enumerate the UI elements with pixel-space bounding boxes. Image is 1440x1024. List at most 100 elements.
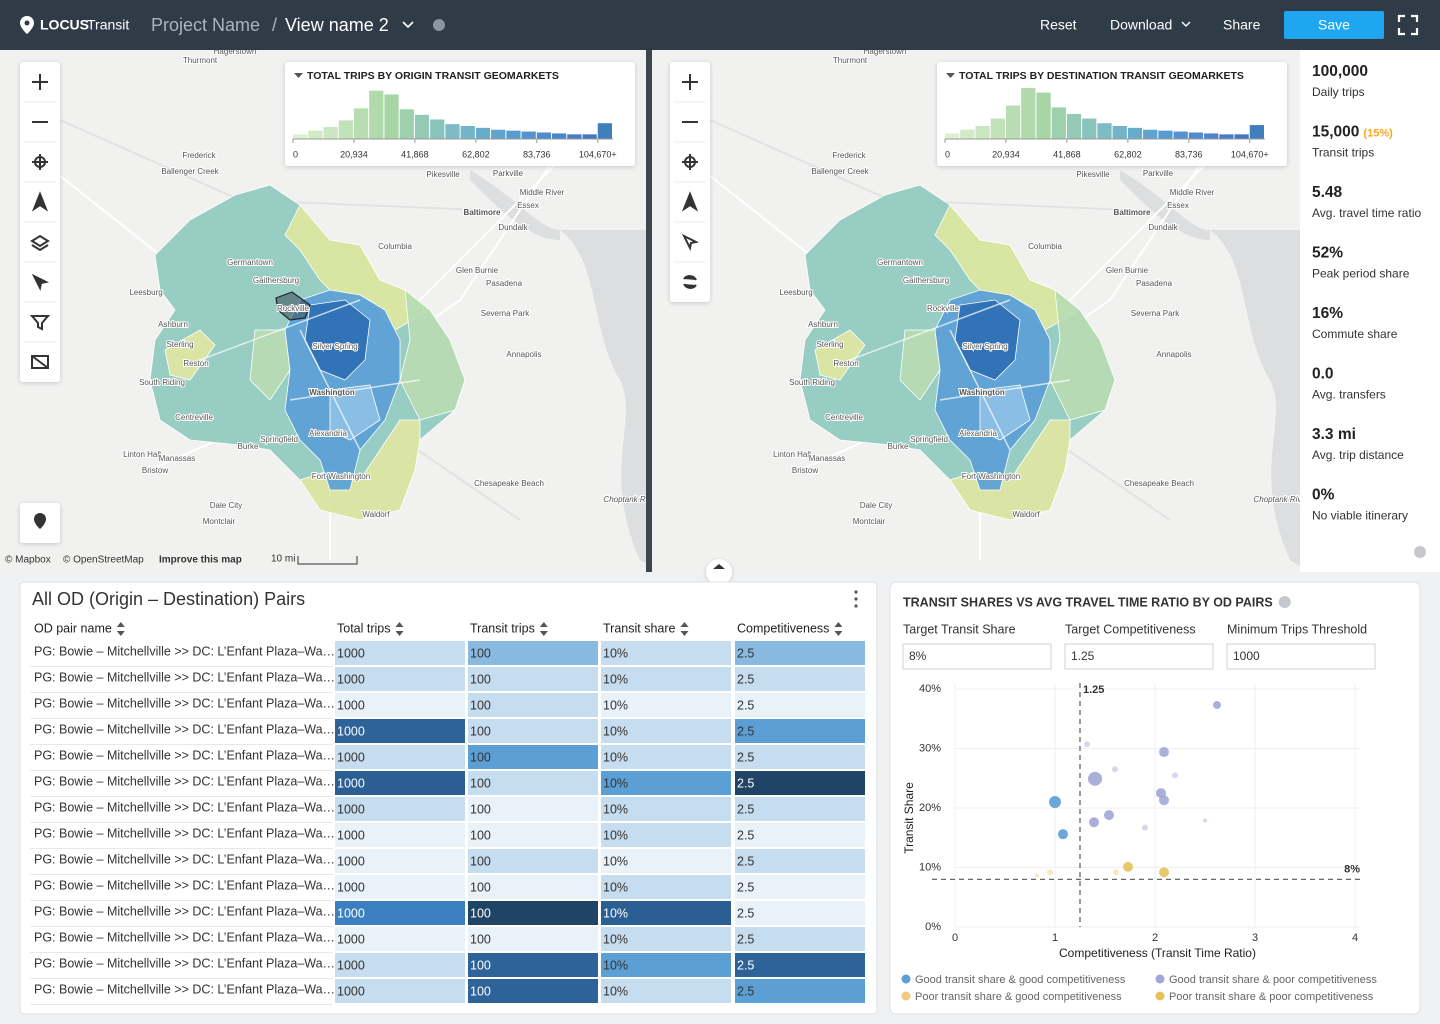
map-tool-button[interactable] xyxy=(31,191,49,212)
kpi-value: 16% xyxy=(1312,305,1343,322)
legend-label[interactable]: Poor transit share & poor competitivenes… xyxy=(1169,991,1374,1003)
cell-value: 1000 xyxy=(337,828,365,842)
map-label: Ashburn xyxy=(808,320,838,329)
od-pair-name[interactable]: PG: Bowie – Mitchellville >> DC: L’Enfan… xyxy=(34,982,335,996)
menu-dot[interactable] xyxy=(854,590,858,594)
scatter-point[interactable] xyxy=(1112,766,1118,773)
header-button[interactable]: Reset xyxy=(1040,17,1077,33)
map-tool-button[interactable] xyxy=(31,355,49,369)
scatter-point[interactable] xyxy=(1035,873,1039,878)
od-pair-name[interactable]: PG: Bowie – Mitchellville >> DC: L’Enfan… xyxy=(34,852,335,866)
menu-dot[interactable] xyxy=(854,604,858,608)
column-header[interactable]: Total trips xyxy=(337,621,391,635)
od-pair-name[interactable]: PG: Bowie – Mitchellville >> DC: L’Enfan… xyxy=(34,670,335,684)
menu-dot[interactable] xyxy=(854,597,858,601)
selected-geomarket[interactable] xyxy=(275,291,311,321)
cell-value: 10% xyxy=(603,880,628,894)
x-tick-label: 1 xyxy=(1052,932,1058,944)
scatter-point[interactable] xyxy=(1058,829,1068,840)
filter-input[interactable] xyxy=(902,643,1052,670)
sort-icon[interactable] xyxy=(395,622,404,636)
legend-label[interactable]: Poor transit share & good competitivenes… xyxy=(915,991,1122,1003)
collapse-arrow[interactable] xyxy=(946,73,955,78)
scatter-point[interactable] xyxy=(1159,747,1169,758)
map-tool-button[interactable] xyxy=(683,275,697,289)
scatter-point[interactable] xyxy=(1159,795,1169,806)
histogram-bar xyxy=(475,127,491,139)
od-pair-name[interactable]: PG: Bowie – Mitchellville >> DC: L’Enfan… xyxy=(34,722,335,736)
scatter-point[interactable] xyxy=(1203,818,1207,823)
column-header[interactable]: Transit share xyxy=(603,621,676,635)
cell-value: 100 xyxy=(470,958,491,972)
sort-icon[interactable] xyxy=(539,622,548,636)
scatter-point[interactable] xyxy=(1104,810,1114,821)
od-pair-name[interactable]: PG: Bowie – Mitchellville >> DC: L’Enfan… xyxy=(34,878,335,892)
scatter-point[interactable] xyxy=(1084,741,1090,748)
scatter-point[interactable] xyxy=(1049,796,1061,809)
od-pair-name[interactable]: PG: Bowie – Mitchellville >> DC: L’Enfan… xyxy=(34,904,335,918)
od-pair-name[interactable]: PG: Bowie – Mitchellville >> DC: L’Enfan… xyxy=(34,800,335,814)
od-pair-name[interactable]: PG: Bowie – Mitchellville >> DC: L’Enfan… xyxy=(34,644,335,658)
legend-swatch[interactable] xyxy=(1155,974,1165,984)
sort-icon[interactable] xyxy=(680,622,689,636)
info-icon[interactable] xyxy=(433,19,445,31)
column-header[interactable]: Transit trips xyxy=(470,621,535,635)
header-button[interactable]: Download xyxy=(1110,17,1172,33)
locate-icon[interactable] xyxy=(684,156,696,168)
od-pair-name[interactable]: PG: Bowie – Mitchellville >> DC: L’Enfan… xyxy=(34,826,335,840)
scatter-point[interactable] xyxy=(1047,869,1053,876)
scatter-point[interactable] xyxy=(1123,861,1133,872)
legend-label[interactable]: Good transit share & poor competitivenes… xyxy=(1169,974,1377,986)
collapse-arrow[interactable] xyxy=(294,73,303,78)
panel-toggle[interactable] xyxy=(706,559,732,585)
attribution-link[interactable]: Improve this map xyxy=(159,555,242,566)
logo-pin-dot xyxy=(24,20,30,26)
scatter-point[interactable] xyxy=(1213,701,1221,710)
map-tool-button[interactable] xyxy=(681,233,700,252)
map-tool-button[interactable] xyxy=(31,273,50,292)
scatter-point[interactable] xyxy=(1088,771,1102,786)
od-pair-name[interactable]: PG: Bowie – Mitchellville >> DC: L’Enfan… xyxy=(34,748,335,762)
project-name[interactable]: Project Name xyxy=(151,15,260,35)
locate-icon[interactable] xyxy=(34,156,46,168)
map-tool-button[interactable] xyxy=(32,74,48,90)
view-name[interactable]: View name 2 xyxy=(285,15,389,35)
legend-swatch[interactable] xyxy=(901,991,911,1001)
map-tool-button[interactable] xyxy=(682,74,698,90)
od-pair-name[interactable]: PG: Bowie – Mitchellville >> DC: L’Enfan… xyxy=(34,956,335,970)
legend-label[interactable]: Good transit share & good competitivenes… xyxy=(915,974,1126,986)
save-label[interactable]: Save xyxy=(1318,17,1350,33)
filter-value[interactable]: 1000 xyxy=(1233,649,1260,663)
map-tool-button[interactable] xyxy=(29,315,51,331)
filter-input[interactable] xyxy=(1226,643,1376,670)
filter-input[interactable] xyxy=(1064,643,1214,670)
sort-icon[interactable] xyxy=(116,622,125,636)
sort-icon[interactable] xyxy=(834,622,843,636)
filter-value[interactable]: 1.25 xyxy=(1071,649,1095,663)
map-tool-button[interactable] xyxy=(681,191,699,212)
scatter-point[interactable] xyxy=(1113,869,1119,876)
y-tick-label: 10% xyxy=(919,861,941,873)
info-icon[interactable] xyxy=(1414,546,1426,558)
map-label: Sterling xyxy=(166,340,193,349)
cell-value: 1000 xyxy=(337,880,365,894)
od-pair-name[interactable]: PG: Bowie – Mitchellville >> DC: L’Enfan… xyxy=(34,930,335,944)
column-header[interactable]: Competitiveness xyxy=(737,621,829,635)
save-button[interactable] xyxy=(1284,11,1384,39)
scatter-point[interactable] xyxy=(1172,772,1178,779)
info-icon[interactable] xyxy=(1278,596,1291,608)
filter-value[interactable]: 8% xyxy=(909,649,927,663)
scatter-point[interactable] xyxy=(1142,824,1148,831)
fullscreen-icon[interactable] xyxy=(1397,14,1419,36)
scatter-point[interactable] xyxy=(1089,817,1099,828)
column-header[interactable]: OD pair name xyxy=(34,621,112,635)
scatter-point[interactable] xyxy=(1159,867,1169,878)
legend-swatch[interactable] xyxy=(1155,991,1165,1001)
od-pair-name[interactable]: PG: Bowie – Mitchellville >> DC: L’Enfan… xyxy=(34,696,335,710)
header-button[interactable]: Share xyxy=(1223,17,1261,33)
legend-swatch[interactable] xyxy=(901,974,911,984)
od-pair-name[interactable]: PG: Bowie – Mitchellville >> DC: L’Enfan… xyxy=(34,774,335,788)
view-chevron[interactable] xyxy=(402,21,414,29)
kpi-value: 0% xyxy=(1312,487,1335,504)
map-tool-button[interactable] xyxy=(30,234,50,252)
